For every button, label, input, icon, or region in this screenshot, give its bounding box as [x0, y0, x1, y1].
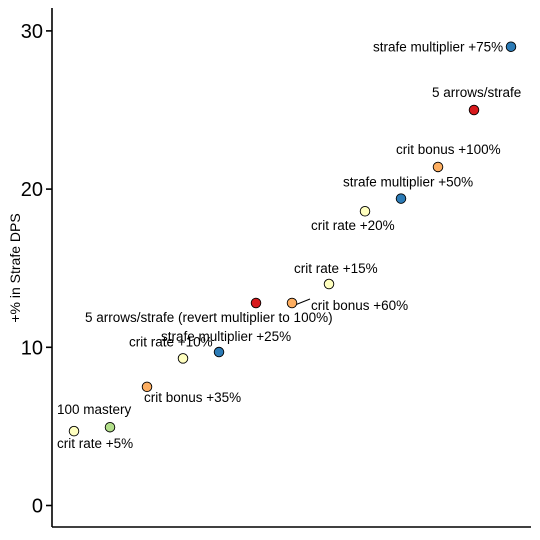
point-label: strafe multiplier +75% — [373, 40, 503, 55]
data-point — [104, 421, 116, 433]
data-point — [505, 41, 517, 52]
point-label: crit bonus +100% — [396, 142, 501, 157]
y-tick-label: 10 — [21, 337, 43, 359]
axes: 0 10 20 30 — [21, 8, 531, 528]
point-label: crit bonus +35% — [144, 390, 241, 405]
point-label: 5 arrows/strafe (revert multiplier to 10… — [85, 310, 333, 325]
y-tick-label: 0 — [32, 496, 43, 518]
point-label: strafe multiplier +50% — [343, 175, 473, 190]
point-label: crit rate +10% — [129, 334, 213, 349]
y-tick-label: 30 — [21, 21, 43, 43]
data-point — [141, 381, 153, 393]
data-point — [250, 297, 262, 309]
data-point — [395, 193, 407, 204]
data-point — [286, 297, 298, 309]
point-label: 5 arrows/strafe — [432, 85, 521, 100]
point-label: crit rate +20% — [311, 218, 395, 233]
data-point — [177, 353, 189, 364]
y-tick-label: 20 — [21, 179, 43, 201]
y-axis-ticks: 0 10 20 30 — [21, 21, 52, 518]
y-axis-title: +% in Strafe DPS — [7, 213, 23, 322]
label-leader-lines — [294, 298, 311, 306]
data-point — [68, 425, 80, 437]
data-point — [468, 104, 480, 116]
point-label: strafe multiplier +25% — [161, 329, 291, 344]
data-point — [432, 161, 444, 173]
point-label: crit rate +5% — [57, 436, 133, 451]
point-labels: crit rate +5% 100 mastery crit bonus +35% c… — [57, 40, 521, 451]
point-label: 100 mastery — [57, 402, 132, 417]
point-label: crit bonus +60% — [311, 298, 408, 313]
data-point — [213, 346, 225, 358]
data-point — [323, 278, 335, 290]
leader-line — [294, 298, 311, 306]
point-label: crit rate +15% — [294, 261, 378, 276]
data-point — [359, 205, 371, 217]
data-points — [68, 41, 517, 437]
